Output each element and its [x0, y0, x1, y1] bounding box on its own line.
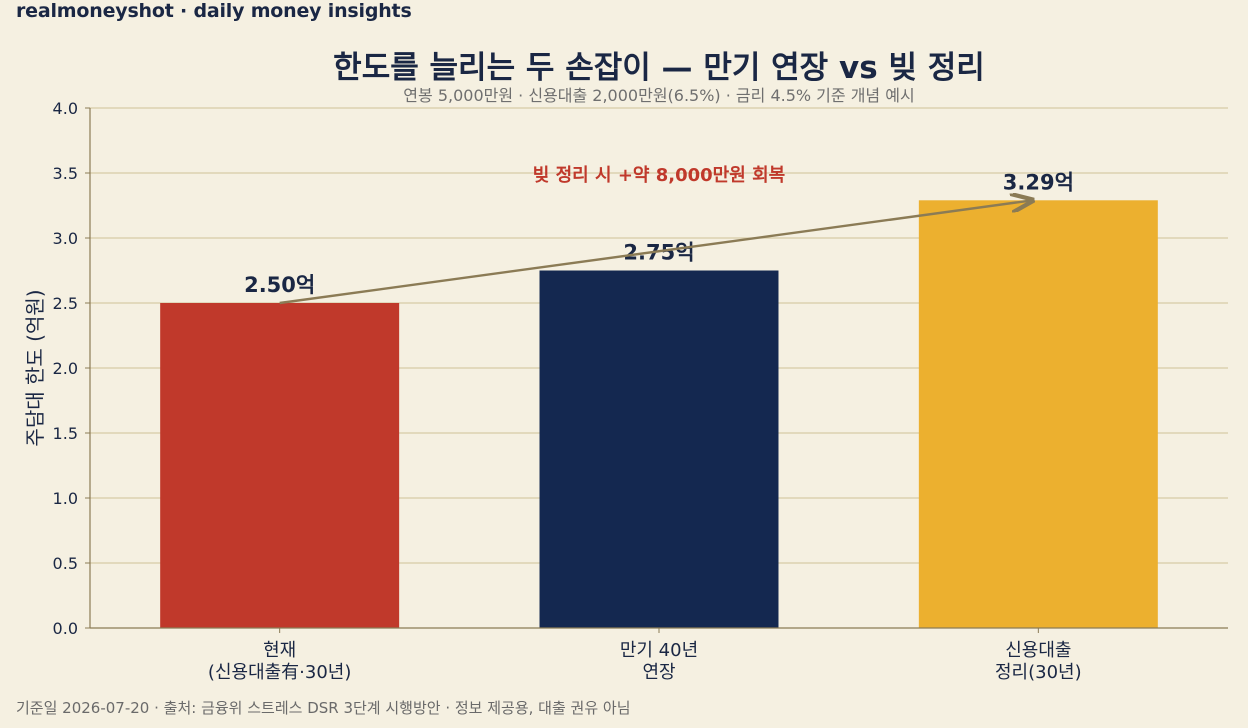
y-tick-label: 3.5 — [53, 164, 78, 183]
x-tick-label-1: 만기 40년 연장 — [620, 640, 698, 683]
axes: 0.0 0.5 1.0 1.5 2.0 2.5 3.0 3.5 4.0 현재 (신용대출有·30년)… — [53, 99, 1228, 683]
x-tick-label-0: 현재 (신용대출有·30년) — [208, 640, 351, 683]
bar-0 — [160, 303, 400, 628]
y-tick-label: 1.0 — [53, 489, 78, 508]
value-label-0: 2.50억 — [244, 273, 315, 297]
chart-title: 한도를 늘리는 두 손잡이 — 만기 연장 vs 빚 정리 — [333, 50, 985, 86]
bars — [160, 200, 1158, 629]
y-tick-label: 3.0 — [53, 229, 78, 248]
y-tick-label: 4.0 — [53, 99, 78, 118]
bar-1 — [539, 270, 779, 628]
annotation-text: 빚 정리 시 +약 8,000만원 회복 — [533, 164, 785, 186]
annotation-arrow — [279, 200, 1033, 305]
y-tick-label: 0.5 — [53, 554, 78, 573]
chart-subtitle: 연봉 5,000만원 · 신용대출 2,000만원(6.5%) · 금리 4.5… — [403, 86, 914, 105]
labels: 2.50억 2.75억 3.29억 빚 정리 시 +약 8,000만원 회복 — [244, 164, 1074, 305]
value-label-1: 2.75억 — [623, 241, 694, 265]
y-axis-label: 주담대 한도 (억원) — [23, 289, 47, 446]
x-tick-label-2: 신용대출 정리(30년) — [995, 640, 1082, 683]
value-label-2: 3.29억 — [1003, 170, 1074, 194]
brand-header: realmoneyshot · daily money insights — [16, 0, 412, 22]
y-tick-label: 2.5 — [53, 294, 78, 313]
footer-note: 기준일 2026-07-20 · 출처: 금융위 스트레스 DSR 3단계 시행… — [16, 699, 631, 717]
y-tick-label: 2.0 — [53, 359, 78, 378]
bar-2 — [918, 200, 1158, 629]
y-tick-label: 0.0 — [53, 619, 78, 638]
y-tick-label: 1.5 — [53, 424, 78, 443]
